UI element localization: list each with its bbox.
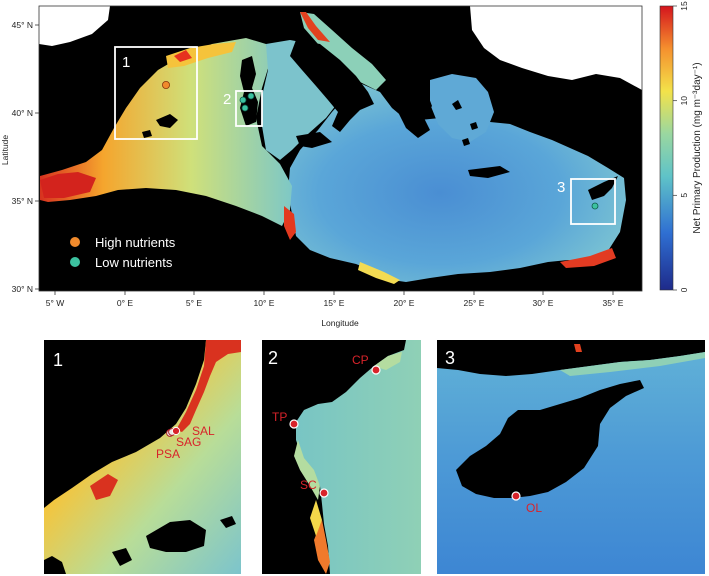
sea-eastern-basin xyxy=(288,84,626,282)
map-box-2 xyxy=(235,90,263,127)
adriatic-sea xyxy=(300,12,386,90)
longitude-axis-label: Longitude xyxy=(321,318,359,328)
inset-3-label: 3 xyxy=(445,348,455,368)
map-marker-low-box2-b xyxy=(241,104,249,112)
latitude-axis-label: Latitude xyxy=(0,135,10,166)
inset-2-marker-tp xyxy=(289,419,299,429)
map-marker-high-box1 xyxy=(161,81,170,90)
inset-1-marker-sal xyxy=(171,426,181,436)
site-label-tp: TP xyxy=(272,410,287,424)
colorbar-gradient xyxy=(659,5,674,291)
inset-3-coast-green xyxy=(560,352,705,376)
cyprus xyxy=(588,176,618,200)
colorbar-tick-10: 10 xyxy=(679,96,689,106)
alboran-coastal-red xyxy=(40,172,96,198)
map-box-3 xyxy=(570,178,616,225)
inset-2-coast-green xyxy=(294,440,320,500)
sea-western-basin xyxy=(40,38,292,226)
site-label-cp: CP xyxy=(352,353,369,367)
nile-delta-coastal xyxy=(560,248,616,268)
colorbar-tick-15: 15 xyxy=(679,1,689,11)
map-legend: High nutrients Low nutrients xyxy=(70,235,176,270)
lat-tick-35: 35° N xyxy=(12,196,33,206)
map-box-2-label: 2 xyxy=(223,91,231,108)
black-sea-area xyxy=(470,6,642,90)
lon-tick-label: 5° W xyxy=(46,298,65,308)
inset-2-marker-cp xyxy=(371,365,381,375)
aegean-islands xyxy=(452,100,478,146)
libya-coastal xyxy=(358,262,400,284)
map-box-1-label: 1 xyxy=(122,54,130,71)
lon-tick-label: 15° E xyxy=(324,298,345,308)
italy-peninsula xyxy=(290,40,374,132)
lon-tick-label: 0° E xyxy=(117,298,133,308)
map-marker-low-box2-a xyxy=(239,96,247,104)
legend-low-swatch xyxy=(70,257,80,267)
map-box-3-label: 3 xyxy=(557,179,565,196)
colorbar-title: Net Primary Production (mg m⁻³day⁻¹) xyxy=(692,62,703,233)
colorbar: 15 10 5 0 Net Primary Production (mg m⁻³… xyxy=(659,1,703,292)
map-marker-low-box2-c xyxy=(247,92,255,100)
inset-2-coast-yellow xyxy=(310,500,322,536)
site-label-sc: SC xyxy=(300,478,317,492)
inset-1-red-coast-b xyxy=(90,474,118,500)
inset-1-land-north xyxy=(44,340,206,508)
lat-tick-30: 30° N xyxy=(12,284,33,294)
crete xyxy=(468,166,510,178)
inset-1: 1 SAL SAG PSA xyxy=(44,340,241,574)
inset-1-land-south xyxy=(44,556,66,574)
inset-3-cyprus xyxy=(456,380,644,498)
map-marker-low-box3 xyxy=(591,202,599,210)
inset-3-land-north xyxy=(437,340,705,376)
inset-2-label: 2 xyxy=(268,348,278,368)
colorbar-tick-5: 5 xyxy=(679,193,689,198)
legend-high-label: High nutrients xyxy=(95,235,176,250)
inset-3-marker-ol xyxy=(511,491,521,501)
map-box-1 xyxy=(114,46,198,140)
sicily xyxy=(296,132,332,148)
map-axes-frame xyxy=(38,5,643,292)
inset-2-coast-green-n xyxy=(374,352,402,370)
inset-3: 3 OL xyxy=(437,340,705,574)
lon-tick-label: 35° E xyxy=(603,298,624,308)
atlantic-landmass xyxy=(39,6,110,46)
lat-tick-45: 45° N xyxy=(12,20,33,30)
legend-low-label: Low nutrients xyxy=(95,255,173,270)
inset-2-marker-sc xyxy=(319,488,329,498)
lon-tick-label: 5° E xyxy=(186,298,202,308)
inset-2-coast-orange xyxy=(314,520,330,574)
site-label-sag: SAG xyxy=(176,435,201,449)
gulf-of-lion-red xyxy=(174,50,192,62)
inset-1-label: 1 xyxy=(53,350,63,370)
lon-tick-label: 20° E xyxy=(394,298,415,308)
lat-axis: 45° N 40° N 35° N 30° N Latitude xyxy=(0,20,39,294)
tunisia-coastal xyxy=(284,206,296,240)
main-map: 1 2 3 High nutrients Low nutrients 45° N… xyxy=(0,5,643,328)
inset-1-balearic xyxy=(112,516,236,566)
colorbar-tick-0: 0 xyxy=(679,287,689,292)
lon-tick-label: 25° E xyxy=(464,298,485,308)
inset-3-coast-red xyxy=(574,344,582,352)
inset-2: 2 CP TP SC xyxy=(262,340,421,574)
greece-peninsula xyxy=(390,84,432,138)
site-label-psa: PSA xyxy=(156,447,180,461)
lon-axis: 5° W 0° E 5° E 10° E 15° E 20° E 25° E 30° E 35°… xyxy=(46,291,624,328)
inset-2-land xyxy=(262,340,406,574)
site-label-sal: SAL xyxy=(192,424,215,438)
lon-tick-label: 30° E xyxy=(533,298,554,308)
caspian-area xyxy=(598,6,642,40)
lat-tick-40: 40° N xyxy=(12,108,33,118)
lon-tick-label: 10° E xyxy=(254,298,275,308)
adriatic-coast-high xyxy=(300,12,330,42)
legend-high-swatch xyxy=(70,237,80,247)
balearic-islands xyxy=(142,114,178,138)
site-label-ol: OL xyxy=(526,501,542,515)
inset-1-red-coast xyxy=(176,340,241,432)
gulf-of-lion-coastal xyxy=(166,42,236,68)
